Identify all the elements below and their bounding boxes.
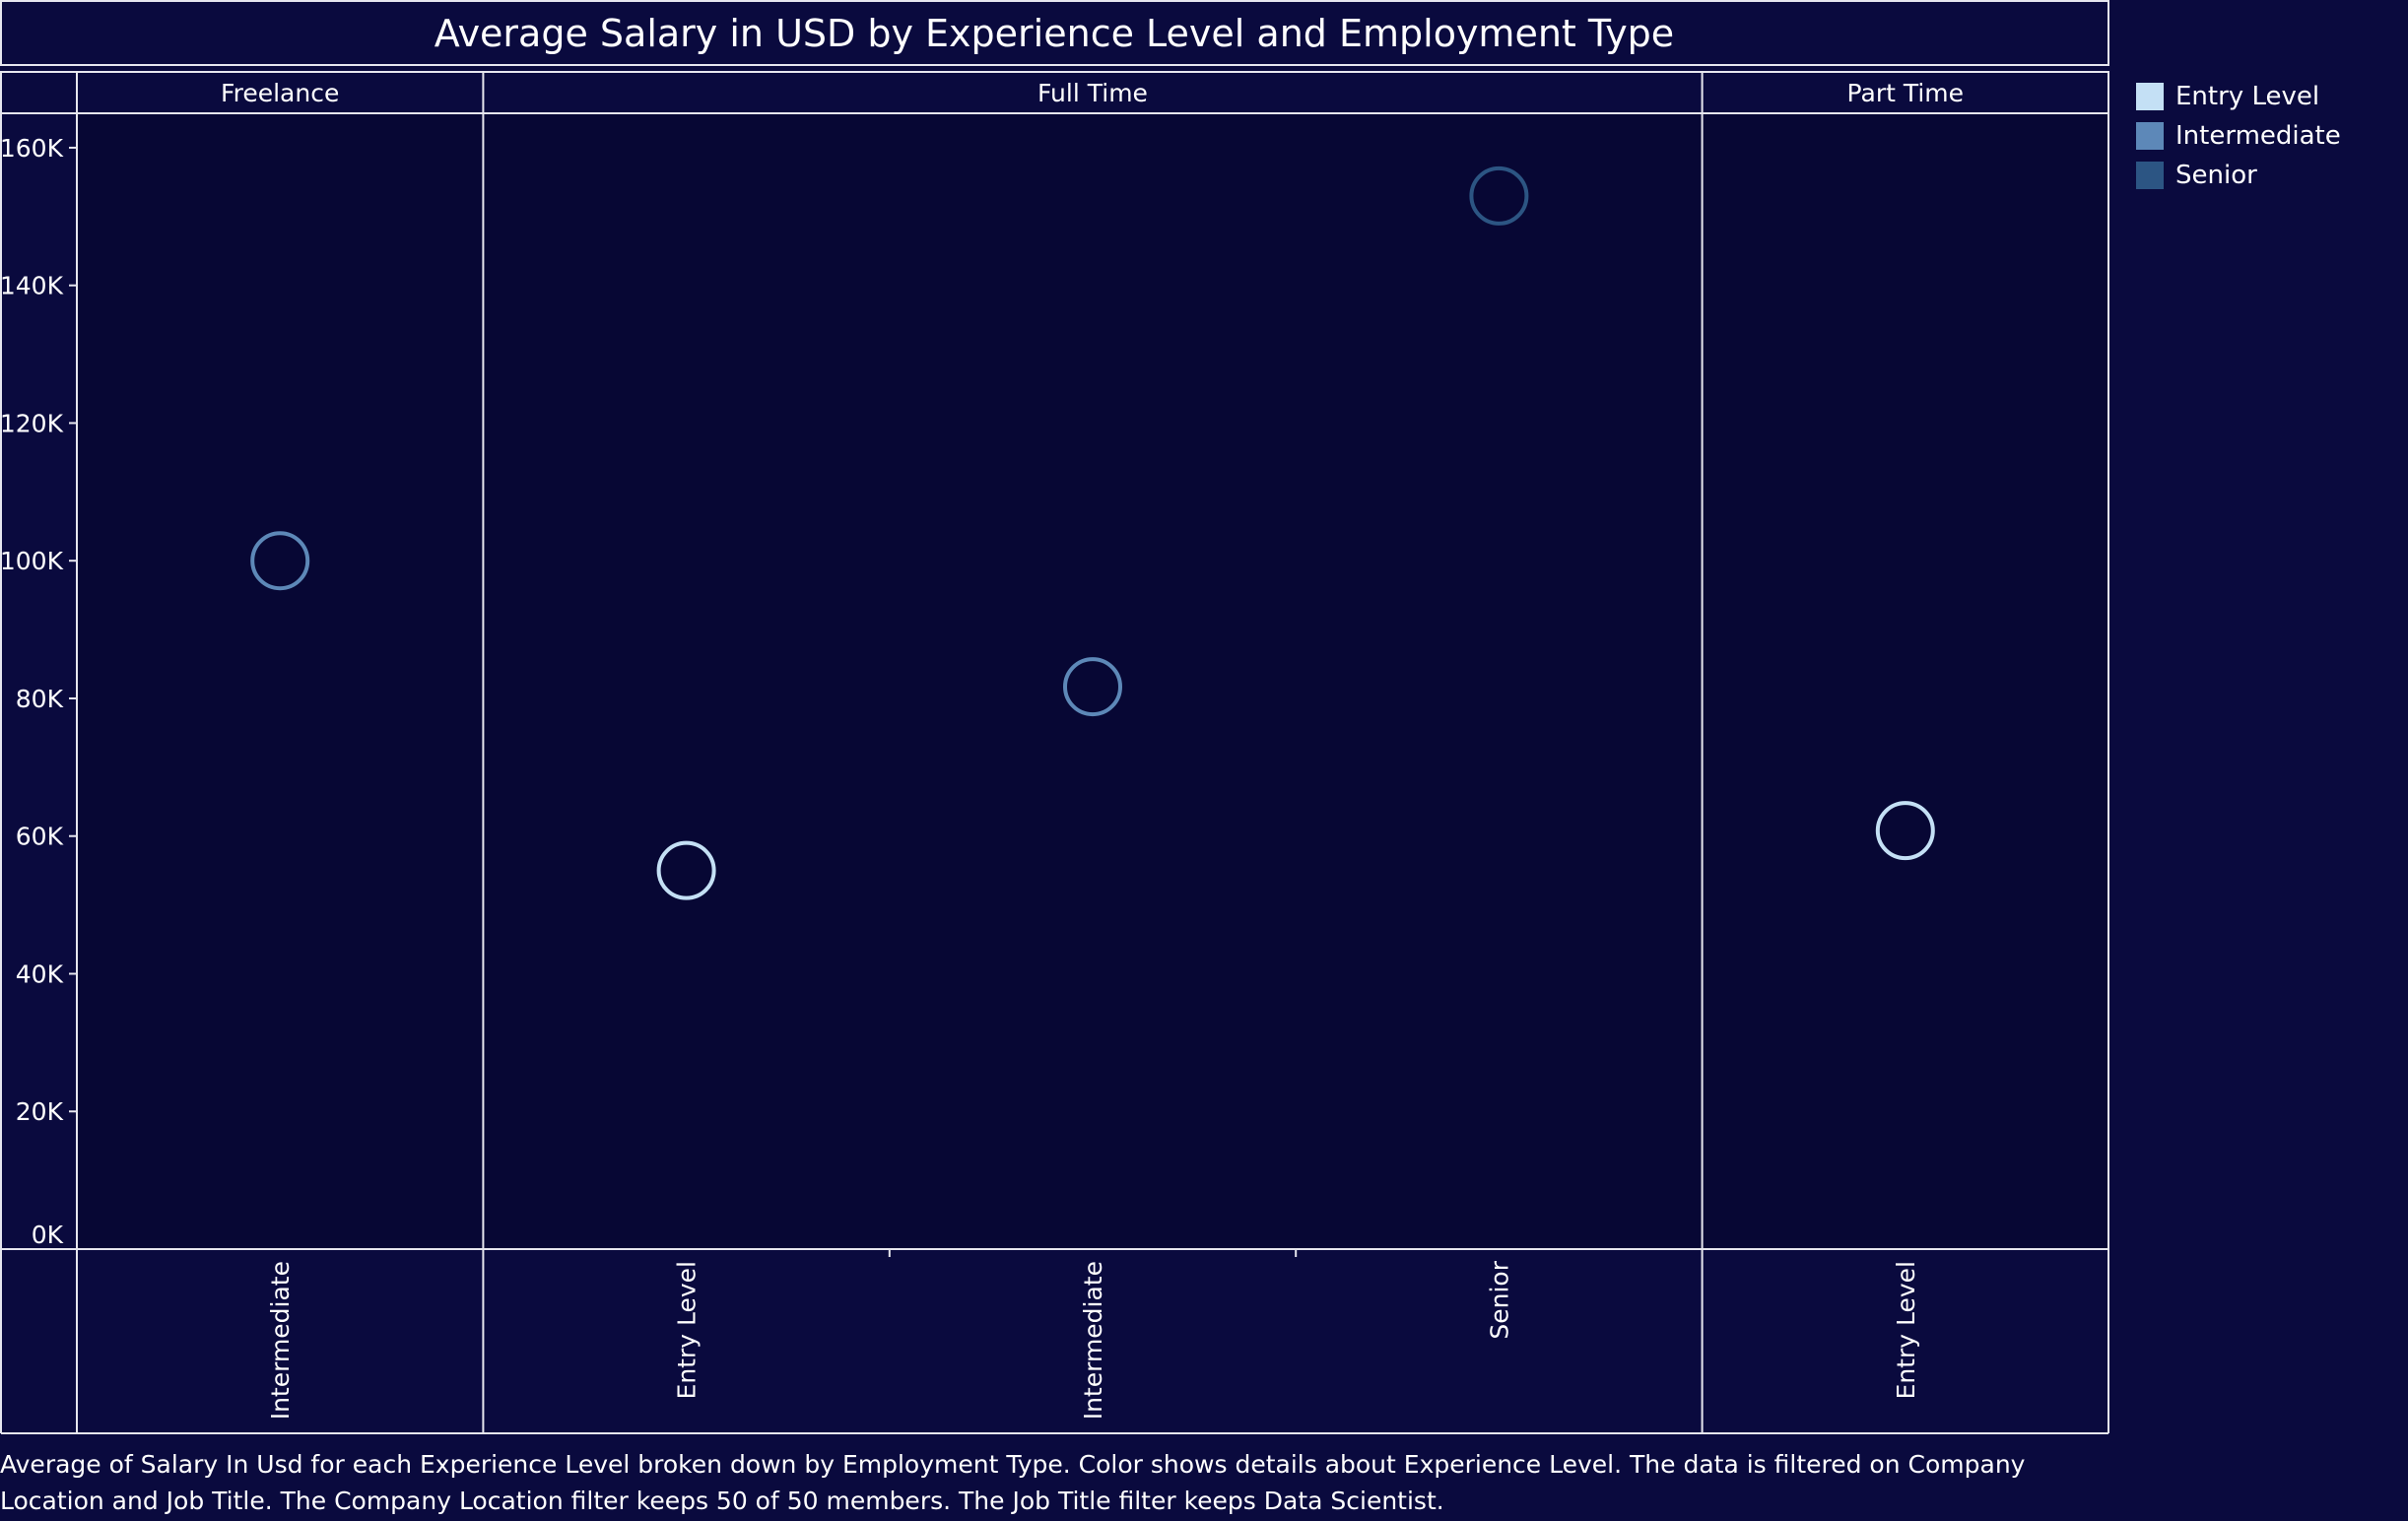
panel-header: Part Time bbox=[1847, 79, 1964, 107]
legend-label: Senior bbox=[2175, 161, 2257, 190]
legend-item[interactable]: Senior bbox=[2136, 156, 2341, 195]
legend-label: Entry Level bbox=[2175, 82, 2320, 111]
data-point bbox=[1469, 165, 1529, 226]
title-frame bbox=[0, 0, 2109, 66]
panel-headers: Freelance Full Time Part Time bbox=[221, 79, 1964, 107]
data-point bbox=[1063, 657, 1122, 717]
legend-label: Intermediate bbox=[2175, 121, 2341, 151]
y-tick-label: 120K bbox=[0, 409, 64, 437]
x-tick-label: Senior bbox=[1485, 1260, 1513, 1339]
corner-frame bbox=[0, 71, 78, 114]
x-axis: Intermediate Entry Level Intermediate Senio… bbox=[266, 1249, 1920, 1420]
legend-swatch bbox=[2136, 122, 2164, 150]
panel-header: Freelance bbox=[221, 79, 339, 107]
y-tick-label: 140K bbox=[0, 272, 64, 300]
chart: Average Salary in USD by Experience Leve… bbox=[0, 0, 2109, 1434]
data-point bbox=[656, 840, 716, 900]
x-tick-label: Entry Level bbox=[673, 1261, 702, 1399]
y-tick-label: 0K bbox=[32, 1221, 64, 1249]
chart-frame bbox=[0, 0, 2109, 1434]
data-points bbox=[250, 165, 1935, 900]
y-tick-label: 80K bbox=[16, 685, 64, 713]
data-point bbox=[1875, 801, 1935, 861]
legend-swatch bbox=[2136, 83, 2164, 110]
data-point bbox=[250, 531, 310, 591]
y-axis: 0K 20K 40K 60K 80K 100K 120K 140K 160K bbox=[0, 134, 77, 1250]
x-tick-label: Intermediate bbox=[1079, 1261, 1107, 1420]
legend-item[interactable]: Entry Level bbox=[2136, 77, 2341, 116]
y-tick-label: 40K bbox=[16, 959, 64, 988]
y-tick-label: 100K bbox=[0, 547, 64, 575]
legend-item[interactable]: Intermediate bbox=[2136, 116, 2341, 156]
legend: Entry Level Intermediate Senior bbox=[2136, 77, 2341, 195]
y-tick-label: 60K bbox=[16, 823, 64, 851]
y-tick-label: 20K bbox=[16, 1097, 64, 1126]
chart-title: Average Salary in USD by Experience Leve… bbox=[435, 12, 1674, 55]
plot-area bbox=[77, 113, 2108, 1249]
x-tick-label: Entry Level bbox=[1892, 1261, 1920, 1399]
legend-swatch bbox=[2136, 162, 2164, 189]
x-tick-label: Intermediate bbox=[266, 1261, 295, 1420]
y-tick-label: 160K bbox=[0, 134, 64, 163]
panel-header: Full Time bbox=[1037, 79, 1148, 107]
chart-caption: Average of Salary In Usd for each Experi… bbox=[0, 1450, 2026, 1515]
